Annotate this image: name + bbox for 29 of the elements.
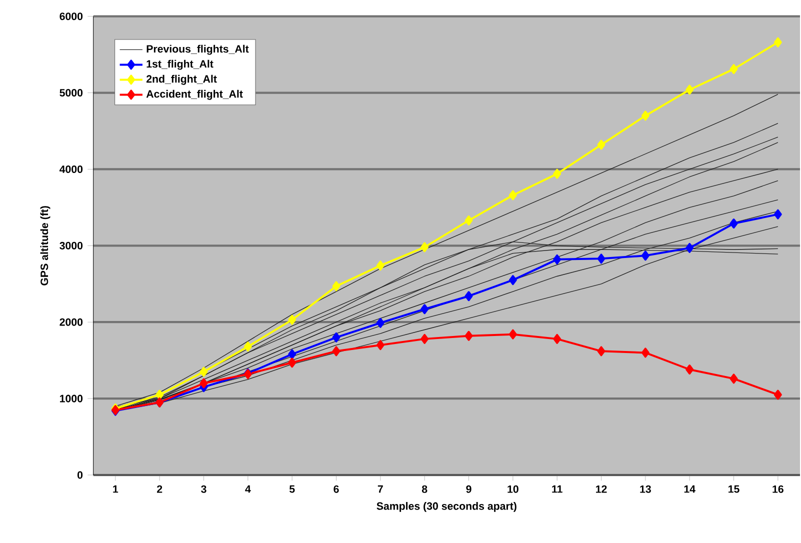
x-tick-label: 9 bbox=[466, 485, 472, 493]
x-tick-label: 4 bbox=[245, 485, 251, 493]
x-tick-label: 8 bbox=[422, 485, 428, 493]
x-tick-label: 16 bbox=[772, 485, 784, 493]
x-tick-label: 11 bbox=[552, 485, 562, 493]
x-tick-label: 7 bbox=[378, 485, 383, 493]
x-axis-title: Samples (30 seconds apart) bbox=[376, 502, 516, 512]
y-tick-label: 3000 bbox=[60, 242, 83, 250]
x-tick-label: 12 bbox=[596, 485, 607, 493]
x-tick-label: 1 bbox=[113, 485, 118, 493]
x-tick-label: 15 bbox=[728, 485, 740, 493]
y-tick-label: 0 bbox=[77, 471, 83, 479]
y-tick-label: 6000 bbox=[60, 12, 83, 20]
x-tick-label: 3 bbox=[201, 485, 206, 493]
legend-label: 2nd_flight_Alt bbox=[146, 74, 217, 85]
y-tick-label: 5000 bbox=[60, 89, 83, 97]
y-tick-label: 2000 bbox=[60, 318, 83, 326]
legend-label: Accident_flight_Alt bbox=[146, 90, 243, 100]
x-tick-label: 13 bbox=[640, 485, 651, 493]
y-axis-title: GPS altitude (ft) bbox=[40, 206, 50, 286]
x-tick-label: 10 bbox=[508, 485, 518, 493]
x-tick-label: 5 bbox=[289, 485, 295, 493]
x-tick-label: 6 bbox=[334, 485, 339, 493]
x-tick-label: 2 bbox=[157, 485, 162, 493]
x-tick-label: 14 bbox=[684, 485, 696, 493]
y-tick-label: 1000 bbox=[60, 394, 83, 402]
y-tick-label: 4000 bbox=[59, 165, 83, 173]
legend-label: Previous_flights_Alt bbox=[146, 44, 249, 55]
legend-label: 1st_flight_Alt bbox=[146, 60, 214, 70]
